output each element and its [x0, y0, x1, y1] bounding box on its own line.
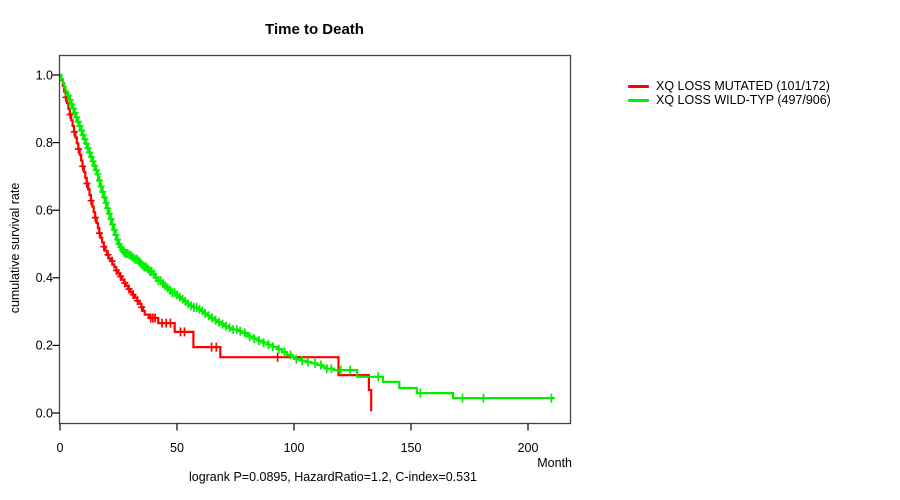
y-axis-tick-label: 0.6: [36, 204, 53, 218]
x-axis-tick-label: 100: [284, 441, 305, 455]
y-axis-tick-label: 0.0: [36, 406, 53, 420]
plot-frame: [58, 54, 572, 425]
legend-item-mutated: XQ LOSS MUTATED (101/172): [628, 79, 831, 93]
legend-line-swatch-mutated: [628, 84, 649, 88]
survival-curve-wild-typ: [60, 73, 554, 400]
x-axis-tick-label: 50: [170, 441, 184, 455]
x-axis-tick-label: 200: [518, 441, 539, 455]
censor-marks-wild-typ: [64, 90, 555, 403]
y-axis-tick-label: 1.0: [36, 68, 53, 82]
legend-label-mutated: XQ LOSS MUTATED (101/172): [656, 79, 830, 93]
legend-label-wild-typ: XQ LOSS WILD-TYP (497/906): [656, 93, 831, 107]
legend-line-swatch-wild-typ: [628, 98, 649, 102]
legend: XQ LOSS MUTATED (101/172) XQ LOSS WILD-T…: [628, 79, 831, 107]
stats-caption: logrank P=0.0895, HazardRatio=1.2, C-ind…: [188, 470, 478, 484]
y-axis-tick-label: 0.2: [36, 339, 53, 353]
legend-item-wild-typ: XQ LOSS WILD-TYP (497/906): [628, 93, 831, 107]
y-axis-tick-label: 0.4: [36, 271, 53, 285]
x-axis-title: Month: [537, 456, 572, 470]
x-axis-tick-label: 150: [401, 441, 422, 455]
y-axis-tick-label: 0.8: [36, 136, 53, 150]
censor-marks-mutated: [62, 92, 282, 362]
x-axis-tick-label: 0: [57, 441, 64, 455]
chart-title: Time to Death: [265, 21, 364, 38]
survival-curve-mutated: [60, 73, 373, 412]
